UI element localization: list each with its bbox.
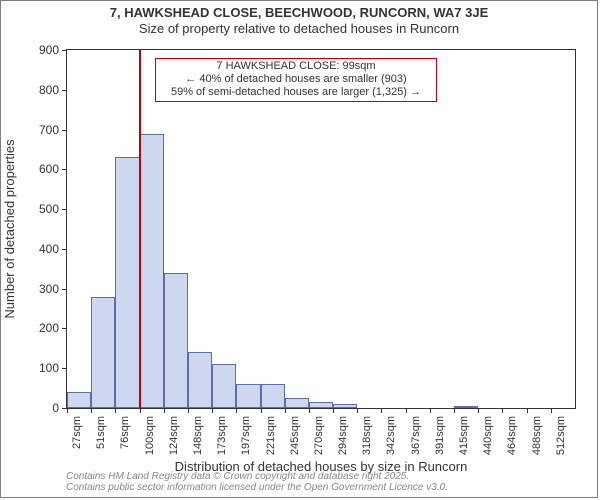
x-tick-label: 245sqm: [289, 416, 301, 455]
histogram-bar: [236, 384, 260, 408]
x-tick-label: 148sqm: [192, 416, 204, 455]
y-tick-label: 400: [39, 242, 59, 256]
y-tick-label: 300: [39, 282, 59, 296]
footnote-line2: Contains public sector information licen…: [66, 482, 448, 493]
y-tick: [62, 328, 67, 329]
histogram-bar: [115, 157, 139, 408]
chart-title-line2: Size of property relative to detached ho…: [1, 21, 597, 36]
x-tick-label: 173sqm: [216, 416, 228, 455]
histogram-bar: [67, 392, 91, 408]
x-tick-label: 464sqm: [506, 416, 518, 455]
y-tick-label: 200: [39, 321, 59, 335]
annotation-line3: 59% of semi-detached houses are larger (…: [162, 86, 430, 99]
y-tick: [62, 130, 67, 131]
x-tick-label: 415sqm: [458, 416, 470, 455]
x-tick: [91, 408, 92, 413]
histogram-bar: [188, 352, 212, 408]
x-tick: [478, 408, 479, 413]
y-tick-label: 700: [39, 123, 59, 137]
x-tick: [164, 408, 165, 413]
x-tick: [67, 408, 68, 413]
histogram-bar: [454, 406, 478, 408]
y-tick-label: 100: [39, 361, 59, 375]
annotation-line1: 7 HAWKSHEAD CLOSE: 99sqm: [162, 60, 430, 73]
x-tick-label: 318sqm: [361, 416, 373, 455]
y-tick: [62, 50, 67, 51]
y-tick-label: 0: [52, 401, 59, 415]
x-tick-label: 488sqm: [531, 416, 543, 455]
x-tick: [212, 408, 213, 413]
histogram-bar: [140, 134, 164, 408]
x-tick: [430, 408, 431, 413]
x-tick: [333, 408, 334, 413]
x-tick: [188, 408, 189, 413]
x-tick: [406, 408, 407, 413]
y-tick-label: 600: [39, 162, 59, 176]
plot-inner: 7 HAWKSHEAD CLOSE: 99sqm← 40% of detache…: [67, 50, 575, 408]
x-tick: [381, 408, 382, 413]
histogram-bar: [309, 402, 333, 408]
histogram-bar: [164, 273, 188, 408]
y-tick: [62, 249, 67, 250]
x-tick: [454, 408, 455, 413]
x-tick-label: 440sqm: [482, 416, 494, 455]
histogram-bar: [91, 297, 115, 408]
x-tick-label: 367sqm: [410, 416, 422, 455]
x-tick: [236, 408, 237, 413]
annotation-line2: ← 40% of detached houses are smaller (90…: [162, 73, 430, 86]
footnote: Contains HM Land Registry data © Crown c…: [66, 471, 448, 493]
histogram-bar: [285, 398, 309, 408]
x-tick: [527, 408, 528, 413]
plot-area: 7 HAWKSHEAD CLOSE: 99sqm← 40% of detache…: [66, 49, 576, 409]
y-tick: [62, 289, 67, 290]
histogram-bar: [261, 384, 285, 408]
x-tick: [285, 408, 286, 413]
x-tick: [261, 408, 262, 413]
x-tick-label: 294sqm: [337, 416, 349, 455]
x-tick-label: 221sqm: [265, 416, 277, 455]
histogram-bar: [333, 404, 357, 408]
x-tick-label: 76sqm: [119, 416, 131, 449]
footnote-line1: Contains HM Land Registry data © Crown c…: [66, 471, 409, 482]
y-tick: [62, 209, 67, 210]
x-tick-label: 100sqm: [144, 416, 156, 455]
y-tick-label: 500: [39, 202, 59, 216]
x-tick: [309, 408, 310, 413]
y-tick-label: 900: [39, 43, 59, 57]
x-tick-label: 391sqm: [434, 416, 446, 455]
chart-title-line1: 7, HAWKSHEAD CLOSE, BEECHWOOD, RUNCORN, …: [1, 5, 597, 20]
x-tick-label: 51sqm: [95, 416, 107, 449]
histogram-bar: [212, 364, 236, 408]
reference-line: [139, 50, 141, 408]
y-tick: [62, 90, 67, 91]
y-tick-label: 800: [39, 83, 59, 97]
x-tick-label: 197sqm: [240, 416, 252, 455]
chart-container: 7, HAWKSHEAD CLOSE, BEECHWOOD, RUNCORN, …: [0, 0, 598, 498]
x-tick: [115, 408, 116, 413]
y-tick: [62, 169, 67, 170]
x-tick-label: 27sqm: [71, 416, 83, 449]
y-tick: [62, 368, 67, 369]
x-tick: [551, 408, 552, 413]
annotation-box: 7 HAWKSHEAD CLOSE: 99sqm← 40% of detache…: [155, 58, 437, 102]
x-tick: [140, 408, 141, 413]
x-tick-label: 270sqm: [313, 416, 325, 455]
x-tick-label: 124sqm: [168, 416, 180, 455]
x-tick-label: 342sqm: [385, 416, 397, 455]
x-tick-label: 512sqm: [555, 416, 567, 455]
y-axis-label: Number of detached properties: [2, 139, 17, 318]
x-tick: [502, 408, 503, 413]
x-tick: [357, 408, 358, 413]
